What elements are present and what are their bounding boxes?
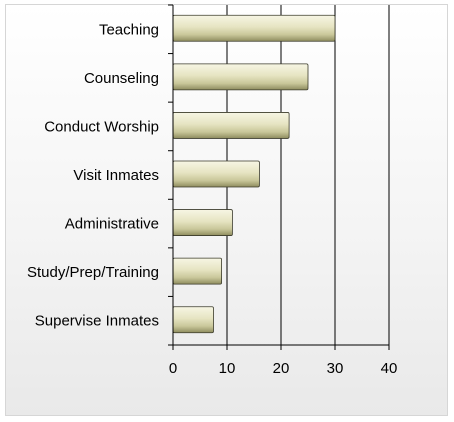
category-label: Supervise Inmates: [35, 313, 159, 330]
x-tick-label-10: 10: [219, 360, 236, 377]
x-tick-label-20: 20: [273, 360, 290, 377]
bar-study-prep-training: [172, 257, 222, 285]
bar-conduct-worship: [172, 112, 290, 139]
category-label: Study/Prep/Training: [27, 264, 159, 281]
bar-visit-inmates: [172, 160, 260, 188]
x-tick-label-0: 0: [169, 360, 177, 377]
bar-counseling: [172, 63, 309, 91]
category-label: Visit Inmates: [73, 167, 159, 184]
bar-supervise-inmates: [172, 306, 214, 334]
category-label: Teaching: [99, 21, 159, 38]
bar-administrative: [172, 209, 233, 236]
x-tick-label-30: 30: [327, 360, 344, 377]
category-label: Conduct Worship: [44, 118, 159, 135]
bars: [172, 14, 336, 334]
labels: Teaching Counseling Conduct Worship Visit I…: [27, 21, 397, 377]
bar-teaching: [172, 14, 336, 42]
x-tick-label-40: 40: [381, 360, 398, 377]
category-label: Counseling: [84, 70, 159, 87]
axes: [168, 4, 390, 350]
category-label: Administrative: [65, 216, 159, 233]
